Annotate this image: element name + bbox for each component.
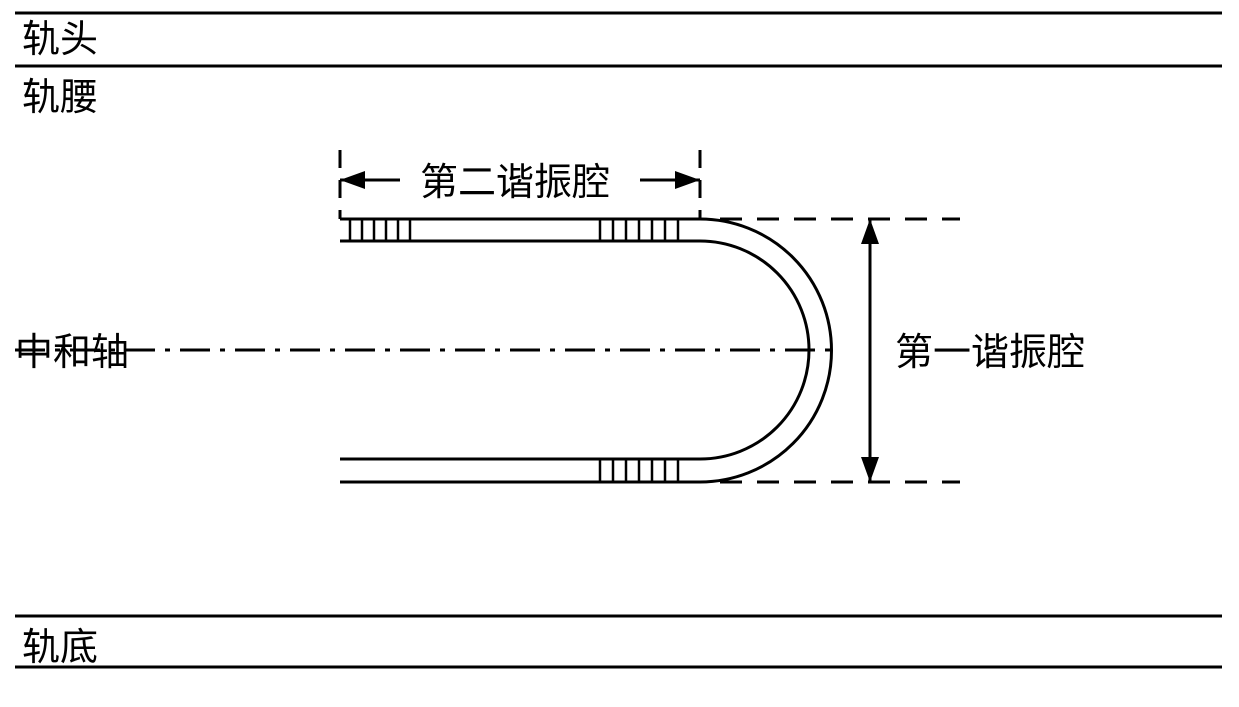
label-rail-head: 轨头: [22, 19, 98, 61]
labels: 轨头 轨腰 轨底 中和轴 第二谐振腔 第一谐振腔: [15, 19, 1085, 669]
label-rail-web: 轨腰: [22, 77, 98, 119]
grating-bottom-right: [600, 459, 678, 482]
label-cavity-2: 第二谐振腔: [420, 162, 610, 204]
rail-diagram: 轨头 轨腰 轨底 中和轴 第二谐振腔 第一谐振腔: [0, 0, 1239, 707]
cavity2-arrow-right-head: [675, 171, 700, 189]
label-cavity-1: 第一谐振腔: [895, 332, 1085, 374]
cavity1-arrow-top-head: [861, 219, 879, 244]
label-neutral-axis: 中和轴: [15, 332, 129, 374]
cavity1-arrow-bottom-head: [861, 457, 879, 482]
grating-top-left: [350, 219, 410, 241]
grating-top-right: [600, 219, 678, 241]
label-rail-foot: 轨底: [22, 627, 98, 669]
cavity2-arrow-left-head: [340, 171, 365, 189]
